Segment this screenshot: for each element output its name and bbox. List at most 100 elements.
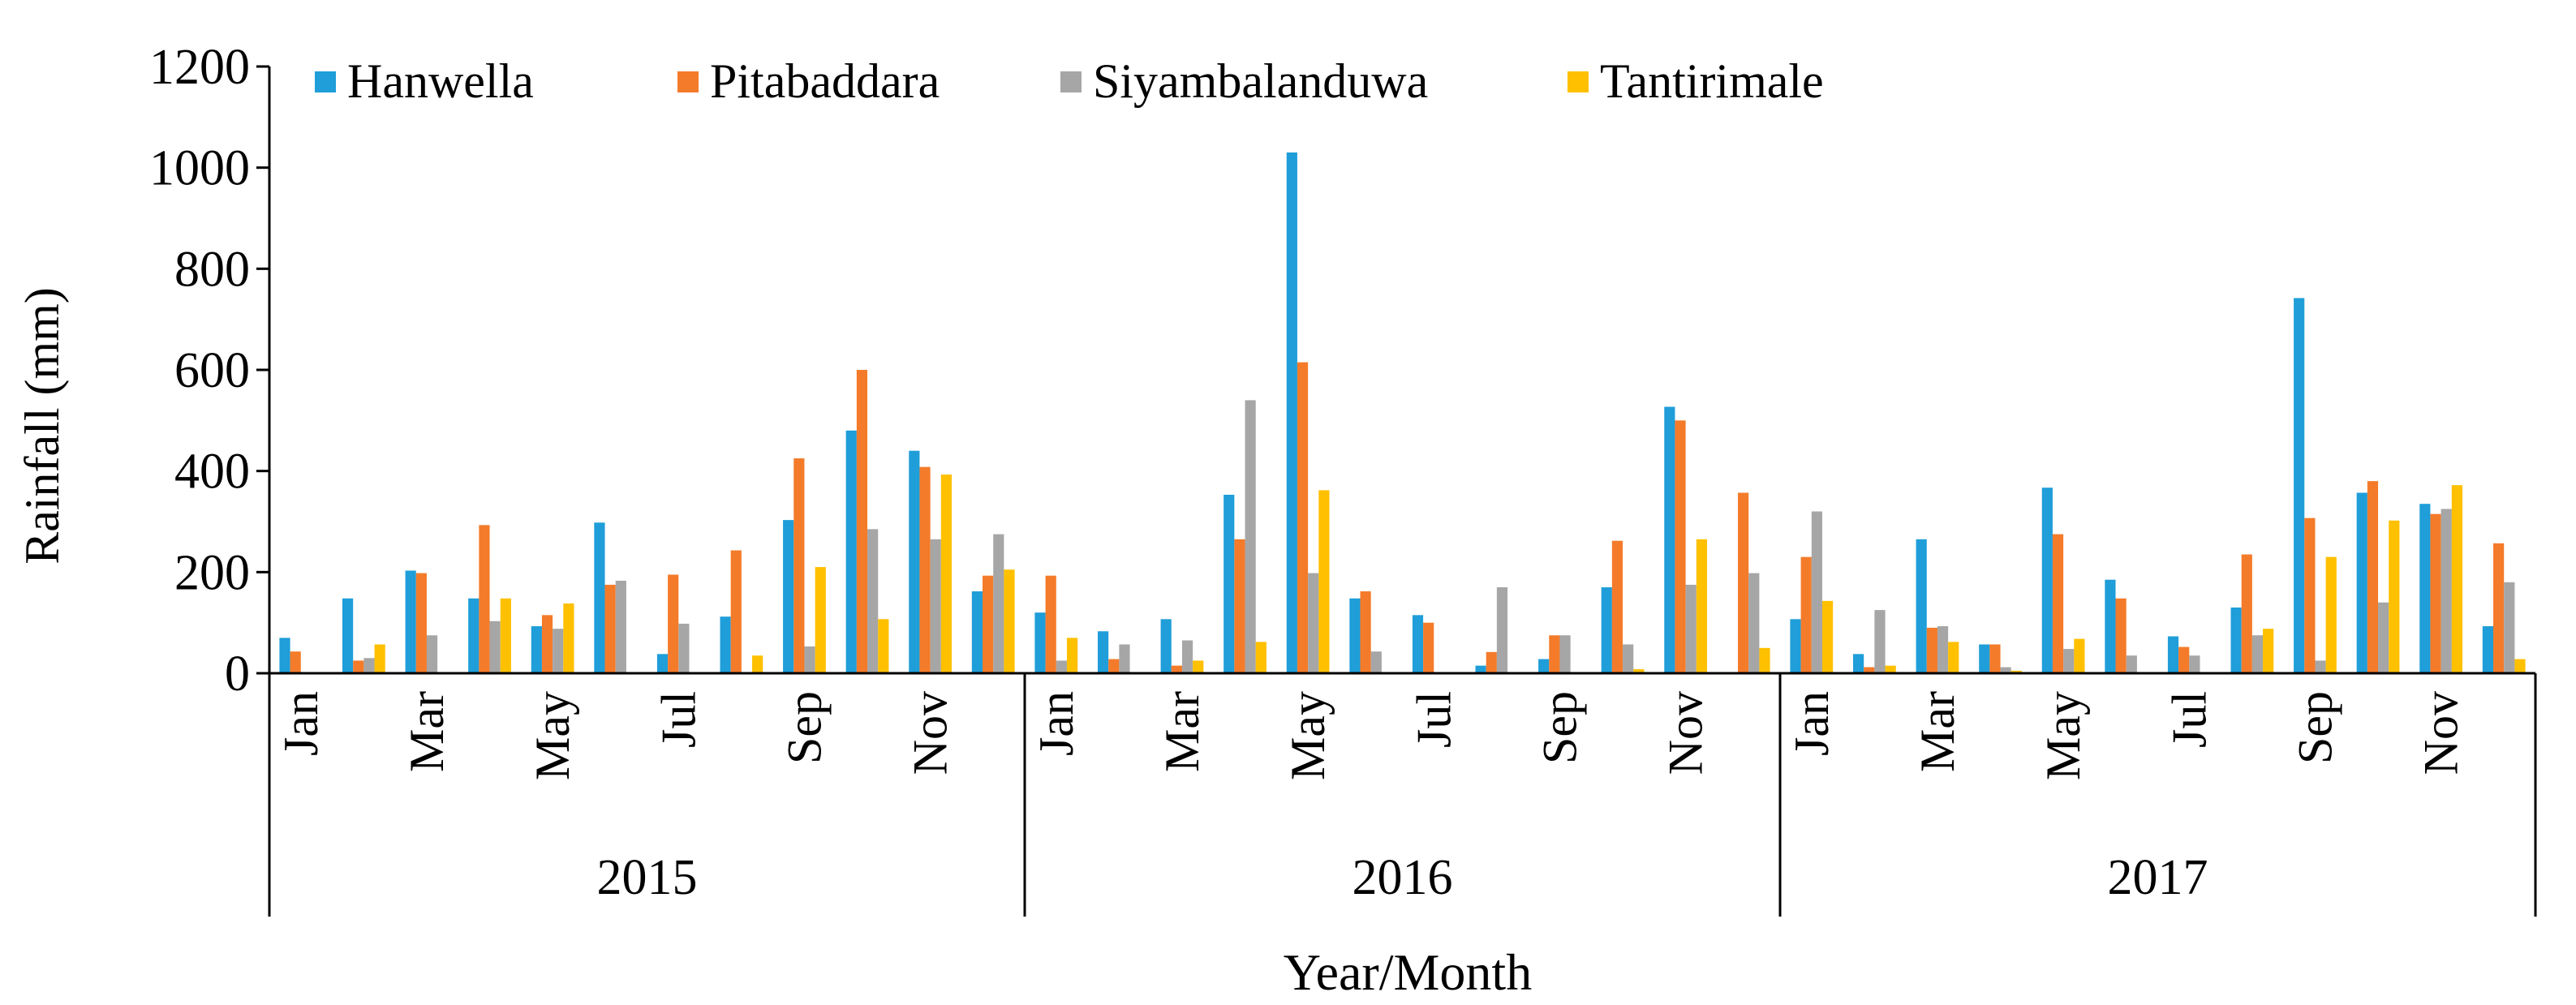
bar-siyambalanduwa-2016-jun — [1370, 651, 1382, 673]
bar-tantirimale-2016-apr — [1255, 642, 1266, 673]
x-year-label: 2016 — [1353, 850, 1453, 905]
bar-tantirimale-2016-may — [1318, 490, 1330, 673]
x-month-label: Nov — [2415, 691, 2468, 775]
legend-label-pitabaddara: Pitabaddara — [710, 54, 940, 108]
bar-pitabaddara-2017-sep — [2304, 518, 2316, 673]
bar-hanwella-2015-oct — [845, 430, 857, 673]
bar-pitabaddara-2017-dec — [2493, 543, 2505, 673]
bar-siyambalanduwa-2017-aug — [2251, 635, 2264, 673]
x-month-label: Sep — [778, 691, 832, 764]
bar-hanwella-2017-dec — [2482, 626, 2494, 673]
bar-pitabaddara-2015-dec — [983, 575, 994, 673]
x-month-label: Nov — [1659, 691, 1713, 775]
bar-pitabaddara-2015-aug — [730, 550, 742, 673]
bar-tantirimale-2015-oct — [878, 619, 889, 673]
bar-pitabaddara-2016-jun — [1360, 591, 1371, 673]
bar-marks — [279, 152, 2526, 674]
bar-tantirimale-2015-aug — [752, 655, 763, 673]
x-month-label: Sep — [2289, 691, 2342, 764]
bar-pitabaddara-2016-feb — [1108, 659, 1120, 673]
bar-siyambalanduwa-2017-jan — [1811, 511, 1822, 673]
legend-label-siyambalanduwa: Siyambalanduwa — [1093, 54, 1428, 108]
bar-siyambalanduwa-2017-apr — [2000, 667, 2011, 673]
bar-hanwella-2017-aug — [2230, 607, 2242, 673]
bar-tantirimale-2017-may — [2074, 638, 2085, 673]
bar-hanwella-2017-mar — [1916, 539, 1927, 673]
bar-tantirimale-2015-apr — [500, 598, 511, 673]
bar-pitabaddara-2015-sep — [793, 458, 805, 673]
y-axis-title: Rainfall (mm) — [15, 287, 69, 565]
bar-pitabaddara-2015-jan — [290, 651, 301, 673]
bar-tantirimale-2017-mar — [1948, 642, 1959, 673]
bar-hanwella-2016-aug — [1475, 665, 1486, 673]
bar-siyambalanduwa-2015-feb — [363, 658, 375, 673]
bar-pitabaddara-2017-jun — [2115, 598, 2127, 673]
bar-hanwella-2017-feb — [1853, 654, 1864, 673]
bar-hanwella-2016-nov — [1664, 406, 1675, 673]
x-month-label: Jan — [274, 691, 328, 756]
bar-hanwella-2017-oct — [2356, 492, 2367, 673]
legend-swatch-tantirimale — [1568, 71, 1589, 92]
bar-tantirimale-2016-jan — [1066, 638, 1078, 673]
bar-siyambalanduwa-2015-may — [553, 629, 564, 673]
bar-siyambalanduwa-2016-nov — [1685, 584, 1697, 673]
bar-tantirimale-2016-nov — [1696, 539, 1707, 673]
bar-tantirimale-2017-nov — [2451, 485, 2462, 673]
bar-siyambalanduwa-2016-mar — [1181, 640, 1193, 673]
bar-hanwella-2015-dec — [971, 591, 983, 673]
bar-pitabaddara-2017-jan — [1800, 556, 1812, 673]
legend-swatch-hanwella — [315, 71, 336, 92]
bar-hanwella-2017-nov — [2419, 504, 2431, 673]
x-month-label: Mar — [400, 691, 454, 772]
bar-hanwella-2015-aug — [720, 616, 731, 673]
x-month-label: Nov — [904, 691, 957, 775]
bar-pitabaddara-2017-nov — [2430, 513, 2441, 673]
x-month-label: Jul — [1407, 691, 1460, 748]
bar-tantirimale-2015-dec — [1004, 569, 1015, 673]
bar-siyambalanduwa-2016-apr — [1245, 400, 1256, 673]
x-year-label: 2017 — [2108, 850, 2208, 905]
bar-hanwella-2016-may — [1286, 152, 1297, 674]
bar-siyambalanduwa-2015-apr — [489, 621, 501, 673]
bar-siyambalanduwa-2017-oct — [2378, 602, 2389, 673]
bar-pitabaddara-2017-mar — [1926, 627, 1937, 673]
bar-tantirimale-2015-nov — [940, 475, 952, 673]
legend-label-hanwella: Hanwella — [347, 54, 534, 108]
bar-pitabaddara-2015-mar — [415, 573, 427, 673]
bar-siyambalanduwa-2016-sep — [1559, 635, 1571, 673]
bar-tantirimale-2015-may — [563, 603, 574, 673]
bar-hanwella-2015-feb — [342, 598, 354, 673]
bar-siyambalanduwa-2015-dec — [993, 534, 1004, 673]
bar-hanwella-2016-apr — [1223, 494, 1235, 673]
bar-pitabaddara-2015-nov — [919, 466, 931, 673]
bar-hanwella-2015-may — [531, 626, 542, 673]
bar-pitabaddara-2015-oct — [856, 370, 868, 673]
x-month-label: Sep — [1533, 691, 1587, 764]
bar-tantirimale-2017-jan — [1821, 600, 1834, 673]
x-month-label: Jan — [1030, 691, 1083, 756]
bar-hanwella-2017-sep — [2294, 298, 2305, 673]
y-tick-label: 200 — [174, 545, 250, 600]
bar-tantirimale-2016-oct — [1633, 669, 1645, 673]
bar-hanwella-2017-apr — [1979, 644, 1990, 673]
bar-pitabaddara-2017-may — [2052, 534, 2064, 673]
bar-tantirimale-2017-dec — [2514, 659, 2526, 673]
x-axis: Jan Mar May Jul Sep Nov 2015 Jan Mar May Jul Sep Nov… — [268, 672, 2537, 917]
bar-hanwella-2015-apr — [468, 598, 480, 673]
bar-siyambalanduwa-2016-dec — [1748, 573, 1760, 673]
bar-hanwella-2015-jan — [279, 638, 290, 673]
bar-tantirimale-2017-oct — [2389, 520, 2400, 673]
bar-siyambalanduwa-2017-feb — [1874, 610, 1886, 673]
bar-hanwella-2016-mar — [1160, 619, 1172, 673]
bar-hanwella-2016-sep — [1538, 659, 1550, 673]
bar-tantirimale-2017-sep — [2325, 556, 2337, 673]
bar-pitabaddara-2017-apr — [1989, 644, 2001, 673]
bar-hanwella-2016-oct — [1601, 587, 1612, 673]
bar-pitabaddara-2016-jan — [1045, 575, 1056, 673]
bar-hanwella-2015-mar — [405, 570, 416, 673]
y-tick-label: 600 — [174, 343, 250, 398]
y-tick-label: 400 — [174, 445, 250, 500]
x-month-label: May — [2036, 691, 2090, 780]
x-month-label: Mar — [1911, 691, 1964, 772]
